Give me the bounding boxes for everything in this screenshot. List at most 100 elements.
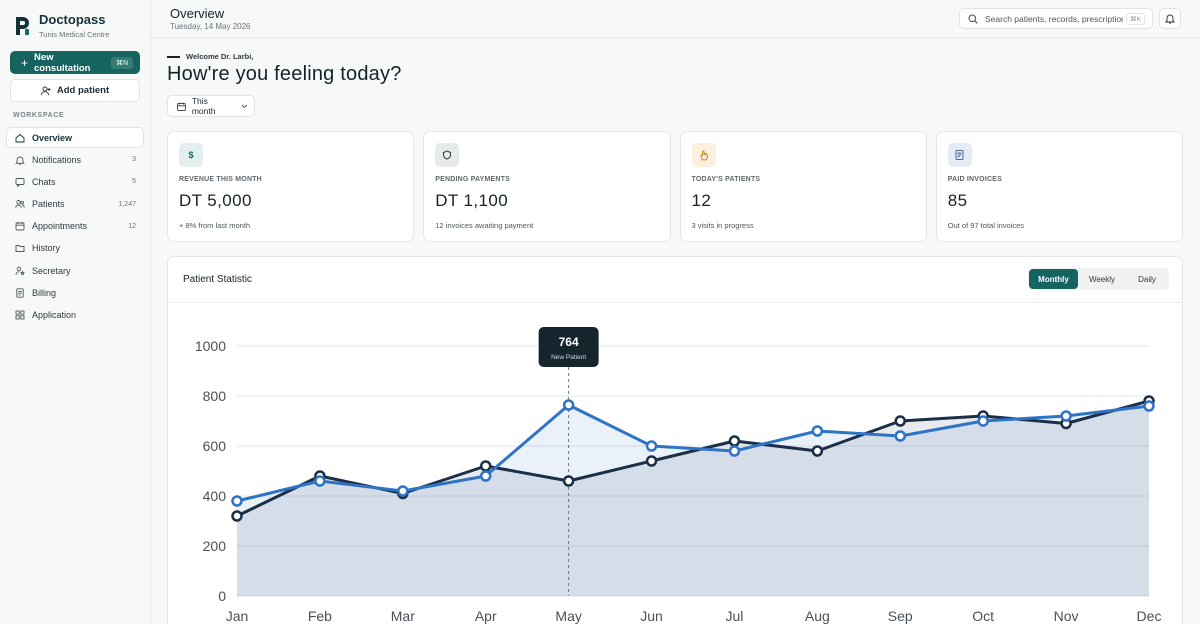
series-0-point — [894, 415, 907, 427]
card-note: 12 invoices awaiting payment — [435, 221, 534, 230]
sidebar-item-label: Secretary — [32, 265, 71, 276]
invoice-icon — [947, 143, 972, 167]
page-date: Tuesday, 14 May 2026 — [170, 22, 251, 31]
sidebar-item-count: 5 — [132, 178, 136, 186]
tooltip-value: 764 — [559, 335, 579, 349]
bell-icon — [15, 156, 25, 165]
chevron-down-icon — [241, 104, 248, 108]
series-area-0 — [237, 401, 1149, 596]
sidebar-item-history[interactable]: History — [6, 238, 144, 259]
x-tick-label: Sep — [888, 608, 913, 624]
sidebar-item-label: Patients — [32, 199, 65, 210]
sidebar-item-count: 12 — [128, 222, 136, 230]
x-tick-label: Nov — [1054, 608, 1079, 624]
dollar-icon: $ — [179, 143, 203, 167]
y-tick-label: 600 — [203, 438, 227, 454]
search-shortcut: ⌘K — [1126, 12, 1145, 25]
card-value: 12 — [691, 191, 712, 210]
card-note: Out of 97 total invoices — [947, 221, 1025, 230]
card-note: 3 visits in progress — [691, 221, 754, 230]
sidebar-item-application[interactable]: Application — [6, 305, 144, 326]
add-patient-button[interactable]: Add patient — [10, 79, 140, 102]
card-value: 85 — [947, 191, 968, 210]
folder-icon — [15, 245, 25, 253]
new-consultation-button[interactable]: + New consultation ⌘N — [10, 51, 140, 74]
y-tick-label: 1000 — [195, 338, 226, 354]
tab-weekly[interactable]: Weekly — [1088, 274, 1116, 284]
card-label: PENDING PAYMENTS — [435, 176, 511, 183]
x-tick-label: Jul — [726, 608, 744, 624]
welcome-dash — [167, 55, 180, 58]
search-icon — [968, 13, 978, 24]
series-1-point — [1060, 410, 1072, 422]
y-tick-label: 200 — [203, 538, 227, 554]
brand[interactable]: Doctopass Tunis Medical Centre — [14, 12, 110, 39]
series-area-1 — [237, 405, 1149, 596]
x-tick-label: Mar — [391, 608, 415, 624]
sidebar-item-secretary[interactable]: Secretary — [6, 260, 144, 281]
sidebar-item-overview[interactable]: Overview — [6, 127, 144, 148]
sidebar-item-label: Billing — [32, 287, 57, 298]
new-consultation-shortcut: ⌘N — [110, 56, 133, 69]
home-icon — [15, 133, 25, 142]
patient-statistic-panel: Patient Statistic Monthly Weekly Daily 0 20… — [167, 256, 1183, 624]
period-select[interactable]: This month — [167, 95, 255, 117]
series-0-point — [231, 510, 243, 522]
card-label: REVENUE THIS MONTH — [179, 176, 262, 183]
sidebar-item-patients[interactable]: Patients 1,247 — [6, 194, 144, 215]
metric-card-pending-payments[interactable]: PENDING PAYMENTS DT 1,100 12 invoices awai… — [423, 131, 671, 242]
sidebar-item-count: 3 — [132, 156, 136, 164]
tab-monthly[interactable]: Monthly — [1029, 269, 1078, 289]
x-tick-label: Dec — [1137, 608, 1162, 624]
page-title: Overview — [170, 6, 225, 21]
card-note: + 8% from last month — [179, 221, 251, 230]
sidebar-item-label: Notifications — [32, 154, 82, 165]
series-1-point — [314, 475, 326, 487]
shield-icon — [435, 143, 460, 167]
series-0-point — [645, 455, 658, 467]
notifications-button[interactable] — [1159, 8, 1181, 29]
card-label: TODAY'S PATIENTS — [691, 176, 761, 183]
series-1-point — [645, 440, 658, 452]
series-1-point — [1143, 400, 1155, 412]
doctopass-logo-icon — [16, 17, 29, 35]
user-plus-icon — [40, 86, 51, 95]
brand-name: Doctopass — [39, 12, 106, 27]
top-header: Overview Tuesday, 14 May 2026 ⌘K — [151, 0, 1200, 38]
metric-card-today-s-patients[interactable]: TODAY'S PATIENTS 12 3 visits in progress — [679, 131, 927, 242]
x-tick-label: Jun — [640, 608, 663, 624]
sidebar-item-billing[interactable]: Billing — [6, 282, 144, 303]
metric-card-paid-invoices[interactable]: PAID INVOICES 85 Out of 97 total invoices — [935, 131, 1183, 242]
sidebar-item-label: Appointments — [32, 221, 88, 232]
search-input[interactable] — [985, 13, 1123, 24]
sidebar-item-count: 1,247 — [118, 200, 136, 208]
x-tick-label: Feb — [308, 608, 332, 624]
calendar-icon — [177, 102, 186, 111]
x-tick-label: Aug — [805, 608, 830, 624]
calendar-icon — [15, 222, 25, 231]
series-0-point — [728, 435, 741, 447]
plus-icon: + — [21, 55, 29, 70]
sidebar-item-label: Application — [32, 310, 77, 320]
workspace-section-label: WORKSPACE — [13, 112, 65, 119]
period-toggle: Monthly Weekly Daily — [1028, 268, 1169, 290]
search-box[interactable]: ⌘K — [959, 8, 1153, 29]
card-label: PAID INVOICES — [947, 176, 1002, 183]
sidebar-item-appointments[interactable]: Appointments 12 — [6, 216, 144, 237]
series-1-point — [397, 485, 409, 497]
tab-daily[interactable]: Daily — [1138, 274, 1156, 284]
sidebar-item-chats[interactable]: Chats 5 — [6, 171, 144, 192]
series-1-point — [231, 495, 243, 507]
x-tick-label: May — [555, 608, 581, 624]
x-tick-label: Oct — [972, 608, 994, 624]
sidebar-item-notifications[interactable]: Notifications 3 — [6, 149, 144, 170]
metric-card-revenue-this-month[interactable]: $ REVENUE THIS MONTH DT 5,000 + 8% from las… — [167, 131, 415, 242]
add-patient-label: Add patient — [56, 85, 110, 96]
patient-statistic-title: Patient Statistic — [183, 274, 252, 285]
patient-statistic-chart: 0 200 400 600 800 1000 Jan Feb Mar Apr May Jun Jul Au… — [195, 327, 1162, 624]
series-0-point — [811, 445, 824, 457]
series-1-point — [977, 415, 989, 427]
sidebar: Doctopass Tunis Medical Centre + New con… — [0, 0, 151, 624]
series-line-1 — [236, 403, 1150, 503]
series-0-point — [562, 475, 575, 487]
